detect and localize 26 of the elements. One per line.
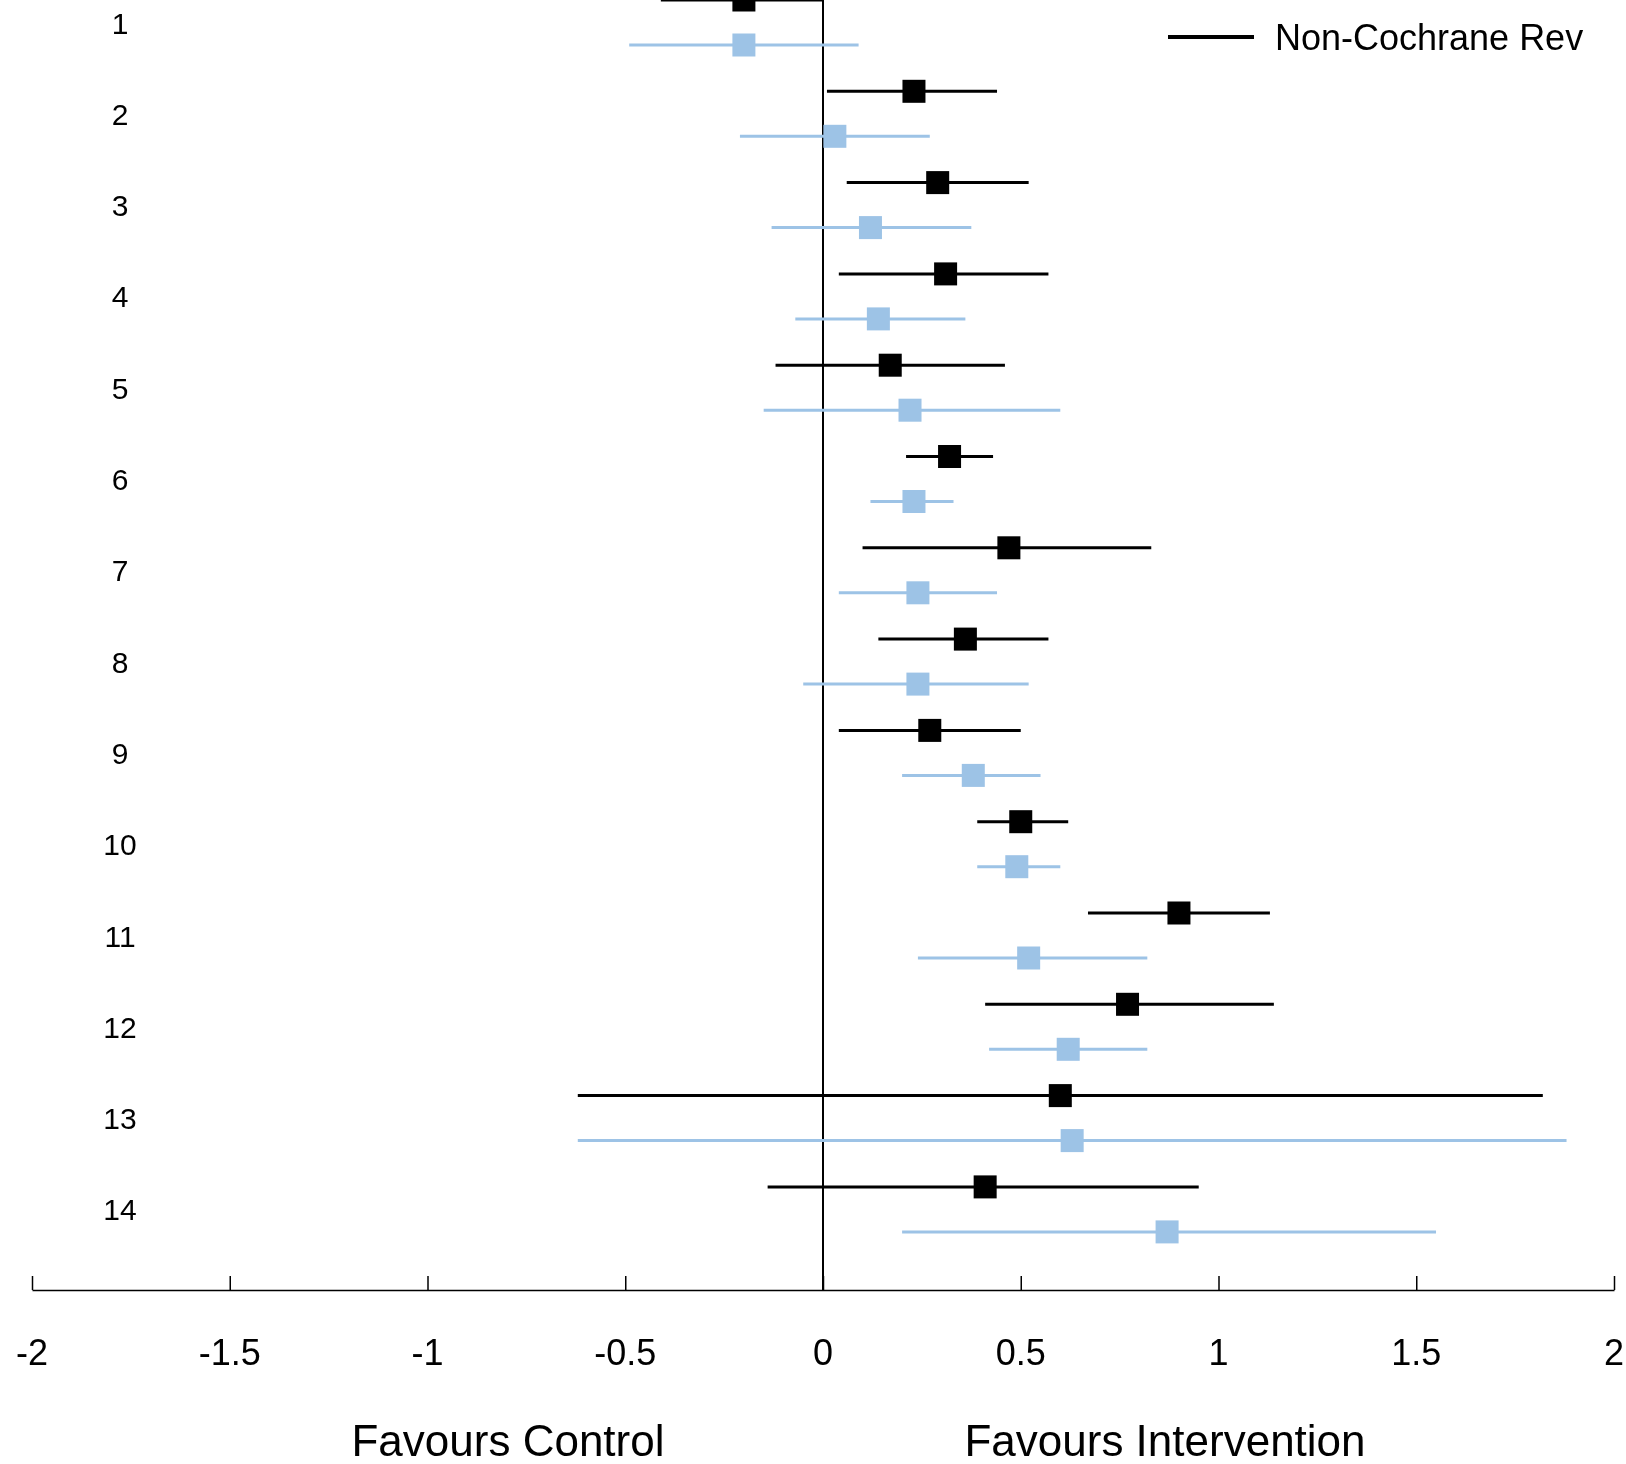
y-tick-label: 14 bbox=[103, 1193, 137, 1227]
y-tick-label: 13 bbox=[103, 1102, 137, 1136]
x-tick-label: -1.5 bbox=[198, 1332, 261, 1373]
y-tick-label: 8 bbox=[111, 645, 129, 679]
legend-label: Non-Cochrane Rev bbox=[1275, 16, 1584, 58]
x-tick-label: 0 bbox=[812, 1332, 834, 1373]
x-tick-label: 0.5 bbox=[995, 1332, 1046, 1373]
x-tick-label: -1 bbox=[411, 1332, 444, 1373]
y-tick-label: 3 bbox=[111, 189, 129, 223]
x-tick-label: 2 bbox=[1603, 1332, 1625, 1373]
x-tick-label: -0.5 bbox=[594, 1332, 657, 1373]
y-tick-label: 12 bbox=[103, 1010, 137, 1044]
y-tick-label: 5 bbox=[111, 371, 129, 405]
y-tick-label: 2 bbox=[111, 97, 129, 131]
x-tick-label: 1 bbox=[1208, 1332, 1229, 1373]
y-tick-label: 6 bbox=[111, 463, 129, 496]
y-tick-label: 10 bbox=[103, 828, 137, 862]
y-tick-label: 9 bbox=[111, 736, 129, 770]
y-tick-label: 11 bbox=[104, 919, 136, 953]
y-tick-label: 4 bbox=[111, 280, 129, 314]
text: Favours Intervention bbox=[964, 1416, 1366, 1464]
x-tick-label: 1.5 bbox=[1391, 1332, 1442, 1373]
x-tick-label: -2 bbox=[15, 1332, 49, 1373]
y-tick-label: 7 bbox=[111, 554, 129, 588]
y-tick-label: 1 bbox=[111, 6, 129, 40]
text: Favours Control bbox=[351, 1416, 665, 1464]
